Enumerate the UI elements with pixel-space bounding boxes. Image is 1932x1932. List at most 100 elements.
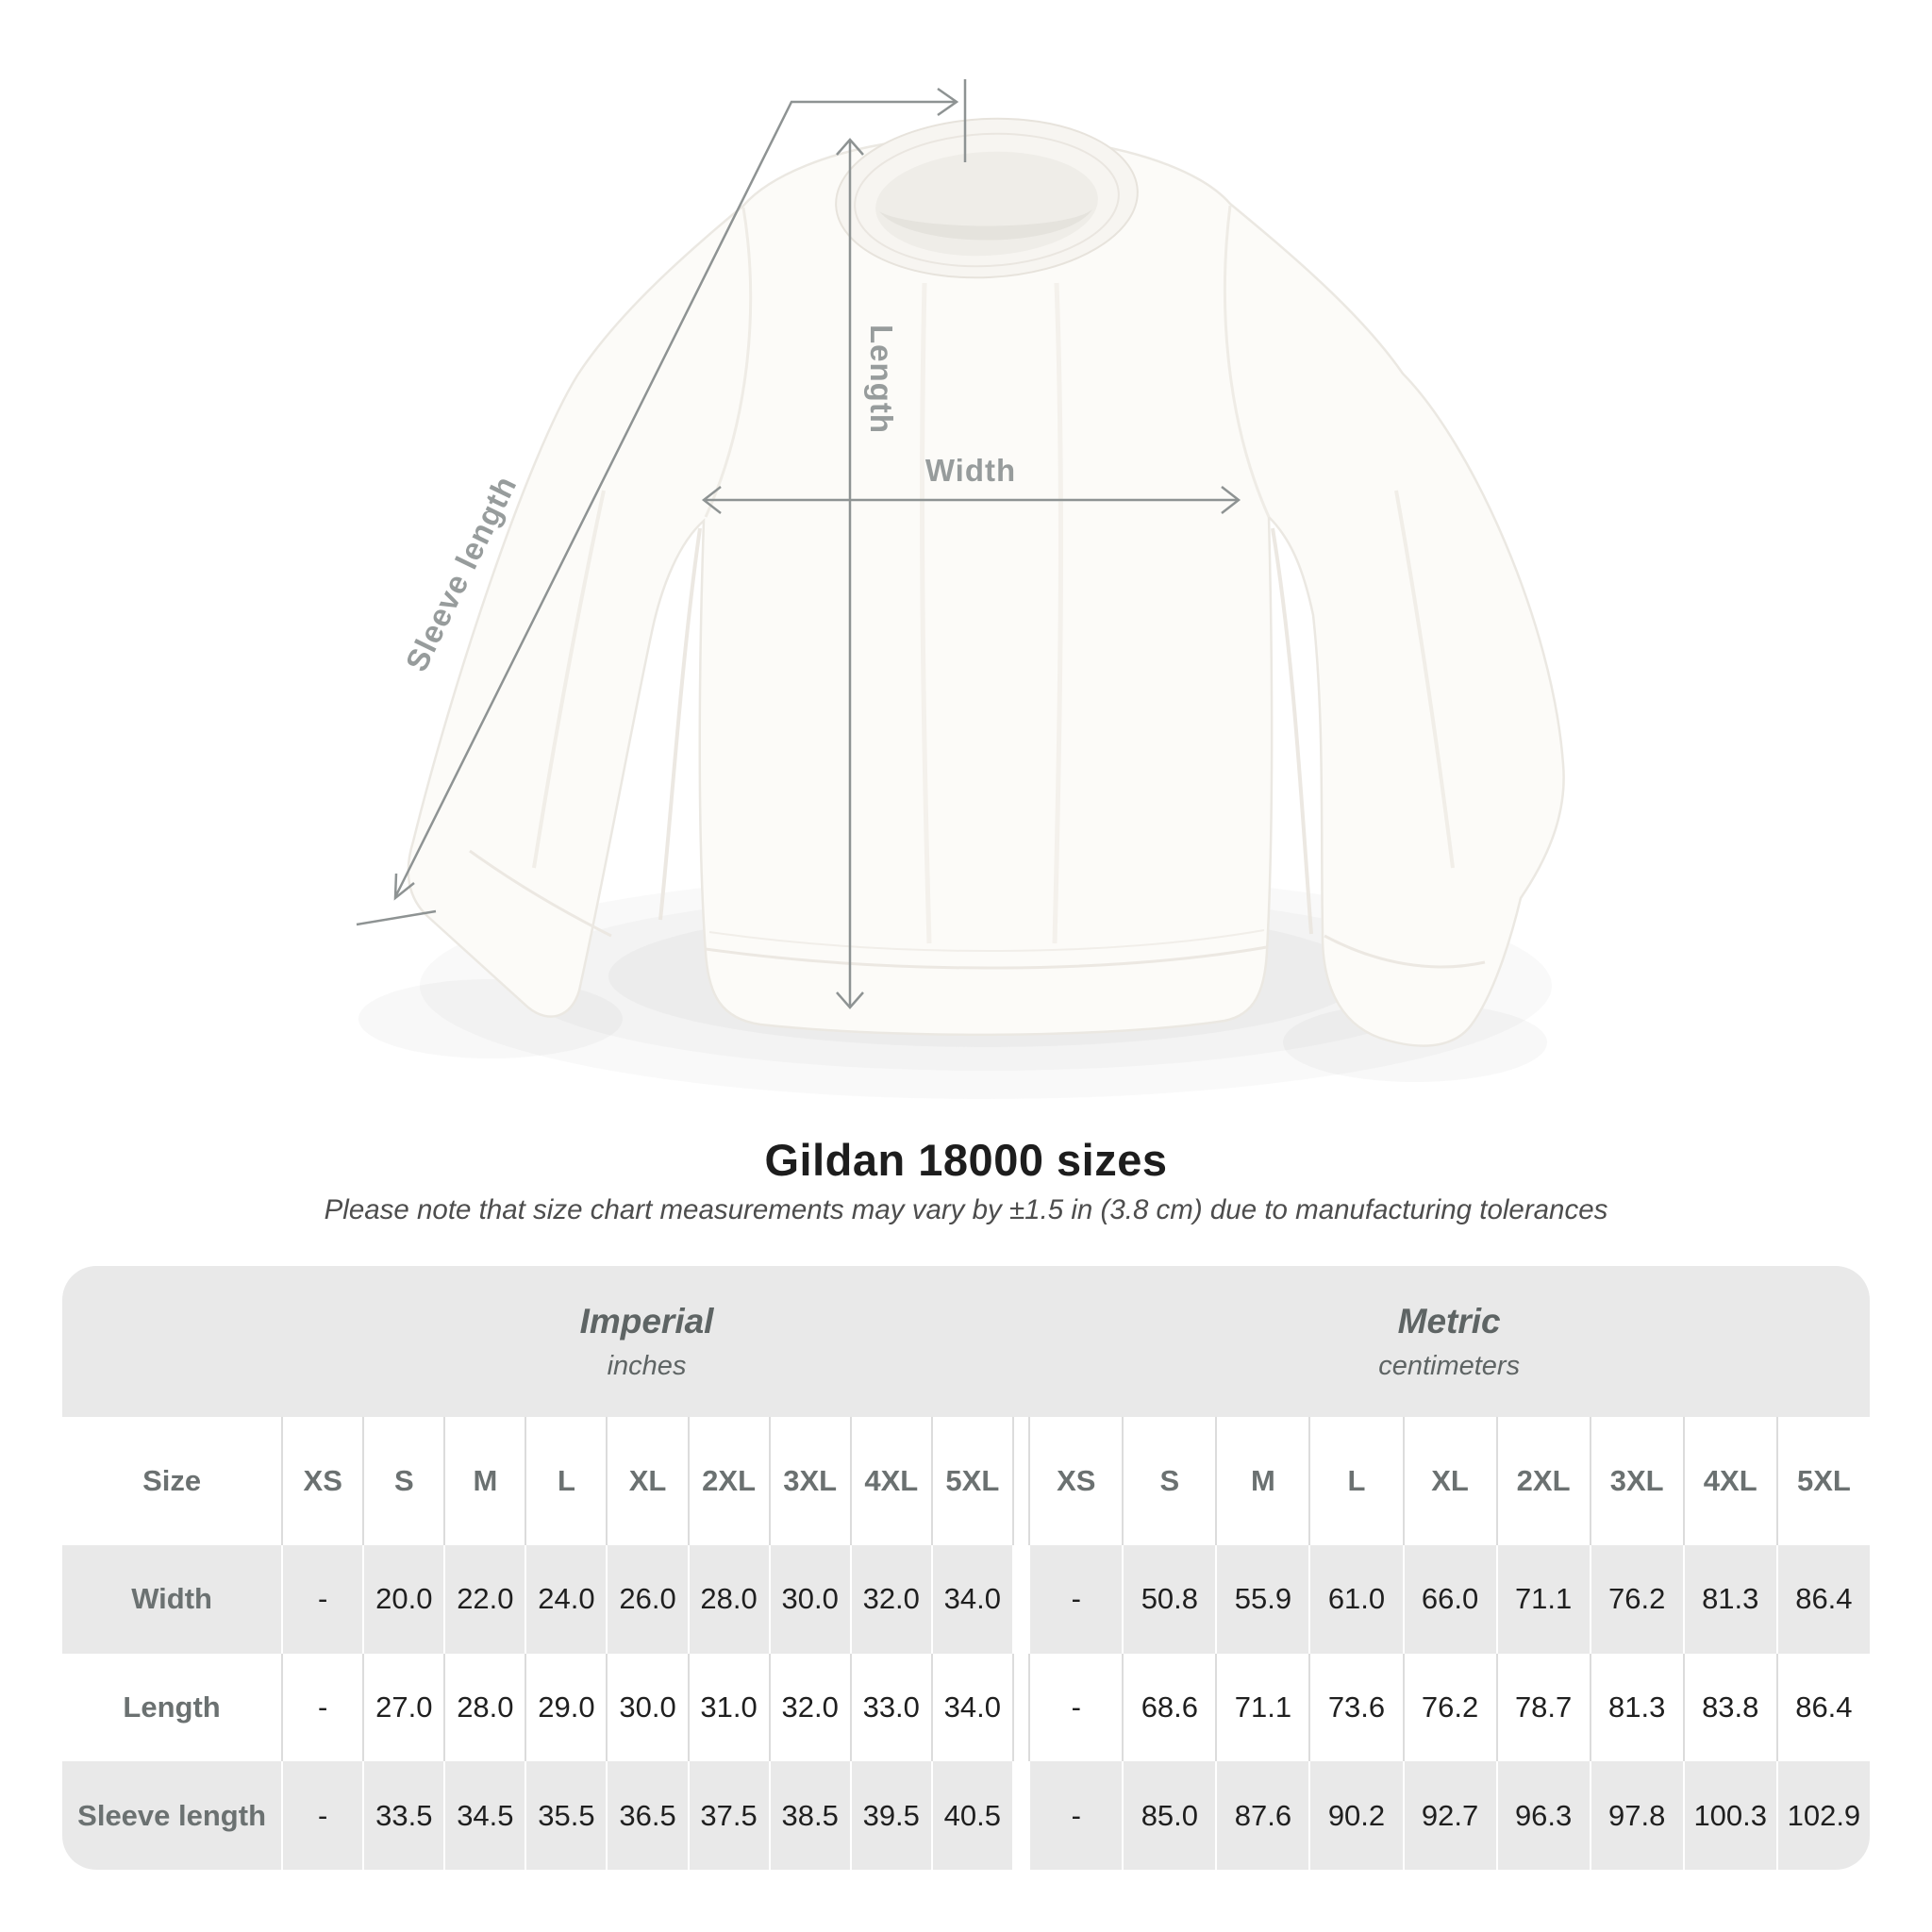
cell: 100.3 (1682, 1761, 1776, 1870)
cell: 76.2 (1402, 1653, 1496, 1762)
cell: 78.7 (1495, 1653, 1590, 1762)
column-divider (1011, 1417, 1028, 1545)
col-header-metric-l: L (1308, 1417, 1402, 1545)
cell: 83.8 (1682, 1653, 1776, 1762)
cell: 39.5 (849, 1761, 931, 1870)
cell: 90.2 (1308, 1761, 1402, 1870)
metric-label: Metric (1397, 1301, 1501, 1341)
cell: 50.8 (1122, 1545, 1215, 1654)
cell: 102.9 (1775, 1761, 1870, 1870)
cell: 33.0 (849, 1653, 931, 1762)
imperial-group-header: Imperial inches (281, 1266, 1012, 1417)
cell: 36.5 (606, 1761, 687, 1870)
cell: 61.0 (1308, 1545, 1402, 1654)
cell: 71.1 (1215, 1653, 1308, 1762)
metric-group-header: Metric centimeters (1028, 1266, 1870, 1417)
cell: 28.0 (443, 1653, 525, 1762)
cell: 34.0 (930, 1653, 1012, 1762)
col-header-imperial-5xl: 5XL (930, 1417, 1012, 1545)
column-divider (1011, 1545, 1029, 1654)
imperial-label: Imperial (579, 1301, 714, 1341)
cell: - (281, 1653, 362, 1762)
row-label: Sleeve length (77, 1798, 267, 1832)
size-chart-panel: Imperial inches Metric centimeters Size … (62, 1266, 1870, 1870)
cell: 86.4 (1775, 1653, 1870, 1762)
cell: 30.0 (768, 1545, 850, 1654)
sleeve-arrowhead-cuff (393, 873, 415, 901)
sleeve-end-tick (356, 909, 437, 926)
page-title: Gildan 18000 sizes (764, 1135, 1168, 1185)
cell: 27.0 (362, 1653, 443, 1762)
cell: 81.3 (1682, 1545, 1776, 1654)
cell: 28.0 (687, 1545, 769, 1654)
cell: 35.5 (525, 1761, 606, 1870)
cell: 31.0 (687, 1653, 769, 1762)
col-header-imperial-s: S (362, 1417, 443, 1545)
size-column-header: Size (142, 1464, 202, 1497)
cell: 66.0 (1402, 1545, 1496, 1654)
table-row-width: Width - 20.0 22.0 24.0 26.0 28.0 30.0 32… (62, 1545, 1870, 1654)
imperial-unit-label: inches (607, 1350, 687, 1381)
cell: 71.1 (1495, 1545, 1590, 1654)
width-arrowhead-right (1221, 486, 1241, 514)
col-header-imperial-3xl: 3XL (768, 1417, 850, 1545)
cell: 30.0 (606, 1653, 687, 1762)
row-label: Width (131, 1582, 212, 1616)
length-arrowhead-top (836, 138, 864, 156)
cell: 97.8 (1589, 1761, 1683, 1870)
cell: 81.3 (1589, 1653, 1683, 1762)
size-chart-table: Imperial inches Metric centimeters Size … (62, 1266, 1870, 1870)
width-arrowhead-left (701, 486, 722, 514)
cell: 73.6 (1308, 1653, 1402, 1762)
cell: 20.0 (362, 1545, 443, 1654)
sweatshirt-image (356, 79, 1565, 1047)
cell: 92.7 (1402, 1761, 1496, 1870)
cell: 34.5 (443, 1761, 525, 1870)
col-header-metric-3xl: 3XL (1589, 1417, 1683, 1545)
col-header-metric-s: S (1122, 1417, 1215, 1545)
cell: 29.0 (525, 1653, 606, 1762)
sweatshirt-collar (835, 117, 1139, 279)
col-header-metric-4xl: 4XL (1682, 1417, 1776, 1545)
col-header-imperial-4xl: 4XL (849, 1417, 931, 1545)
cell: 76.2 (1589, 1545, 1683, 1654)
cell: 24.0 (525, 1545, 606, 1654)
cell: 86.4 (1775, 1545, 1870, 1654)
cell: - (1028, 1761, 1122, 1870)
metric-unit-label: centimeters (1378, 1350, 1521, 1381)
column-divider (1011, 1653, 1029, 1762)
measurement-lines (356, 79, 1241, 1009)
col-header-imperial-m: M (443, 1417, 525, 1545)
cell: 26.0 (606, 1545, 687, 1654)
col-header-metric-5xl: 5XL (1775, 1417, 1870, 1545)
cell: 68.6 (1122, 1653, 1215, 1762)
table-row-sleeve-length: Sleeve length - 33.5 34.5 35.5 36.5 37.5… (62, 1761, 1870, 1870)
cell: 32.0 (849, 1545, 931, 1654)
length-arrowhead-bottom (836, 991, 864, 1009)
cell: 32.0 (768, 1653, 850, 1762)
sleeve-arrowhead-right (937, 87, 959, 117)
col-header-metric-2xl: 2XL (1495, 1417, 1590, 1545)
cell: - (1028, 1653, 1122, 1762)
cell: 96.3 (1495, 1761, 1590, 1870)
length-measure-label: Length (864, 325, 899, 434)
sleeve-measure-line (393, 100, 955, 898)
cell: 33.5 (362, 1761, 443, 1870)
sweatshirt-body (407, 135, 1565, 1047)
cell: 40.5 (930, 1761, 1012, 1870)
col-header-metric-xs: XS (1028, 1417, 1122, 1545)
size-header-row: Size XS S M L XL 2XL 3XL 4XL 5XL XS S M … (62, 1417, 1870, 1545)
unit-header-row: Imperial inches Metric centimeters (62, 1266, 1870, 1417)
cell: 38.5 (768, 1761, 850, 1870)
col-header-imperial-xs: XS (281, 1417, 362, 1545)
unit-spacer (62, 1266, 281, 1417)
cell: 37.5 (687, 1761, 769, 1870)
cell: 85.0 (1122, 1761, 1215, 1870)
cell: 55.9 (1215, 1545, 1308, 1654)
col-header-metric-m: M (1215, 1417, 1308, 1545)
col-header-imperial-xl: XL (606, 1417, 687, 1545)
row-label: Length (123, 1690, 221, 1724)
width-measure-label: Width (924, 453, 1017, 488)
table-row-length: Length - 27.0 28.0 29.0 30.0 31.0 32.0 3… (62, 1653, 1870, 1762)
cell: - (281, 1545, 362, 1654)
